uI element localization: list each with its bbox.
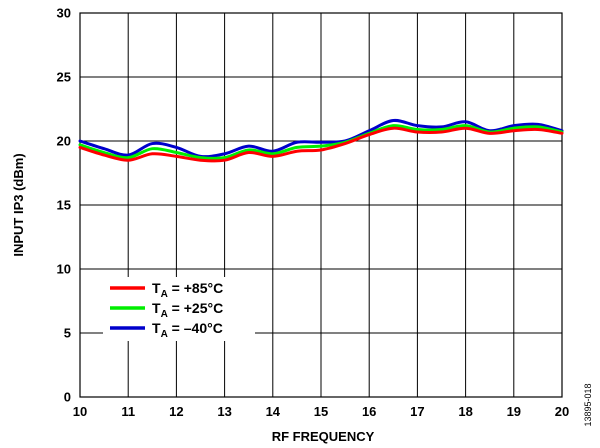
x-tick-label-7: 17	[410, 404, 424, 419]
legend-label-1: TA = +25°C	[152, 300, 223, 320]
y-tick-label-4: 20	[57, 134, 71, 149]
y-tick-label-2: 10	[57, 262, 71, 277]
x-tick-labels: 10 11 12 13 14 15 16 17 18 19 20	[73, 404, 569, 419]
x-tick-label-0: 10	[73, 404, 87, 419]
x-tick-label-9: 19	[507, 404, 521, 419]
y-tick-label-6: 30	[57, 6, 71, 21]
y-tick-labels: 0 5 10 15 20 25 30	[57, 6, 71, 405]
y-tick-label-3: 15	[57, 198, 71, 213]
x-tick-label-5: 15	[314, 404, 328, 419]
legend-label-0: TA = +85°C	[152, 280, 223, 300]
series-line-2	[78, 118, 564, 159]
series-lines	[78, 118, 564, 163]
grid	[79, 12, 563, 398]
x-tick-label-2: 12	[169, 404, 183, 419]
figure-number: 13895-018	[583, 383, 593, 426]
x-tick-label-8: 18	[458, 404, 472, 419]
y-tick-label-1: 5	[64, 326, 71, 341]
x-tick-label-1: 11	[121, 404, 135, 419]
y-axis-label: INPUT IP3 (dBm)	[11, 153, 26, 256]
plot-frame	[79, 12, 563, 398]
y-tick-label-5: 25	[57, 70, 71, 85]
x-tick-label-4: 14	[266, 404, 281, 419]
legend-label-2: TA = –40°C	[152, 320, 223, 340]
x-tick-label-10: 20	[555, 404, 569, 419]
y-tick-label-0: 0	[64, 390, 71, 405]
legend: TA = +85°CTA = +25°CTA = –40°C	[103, 277, 255, 341]
x-tick-label-6: 16	[362, 404, 376, 419]
x-tick-label-3: 13	[217, 404, 231, 419]
x-axis-label: RF FREQUENCY	[272, 429, 375, 444]
series-line-0	[78, 126, 564, 163]
